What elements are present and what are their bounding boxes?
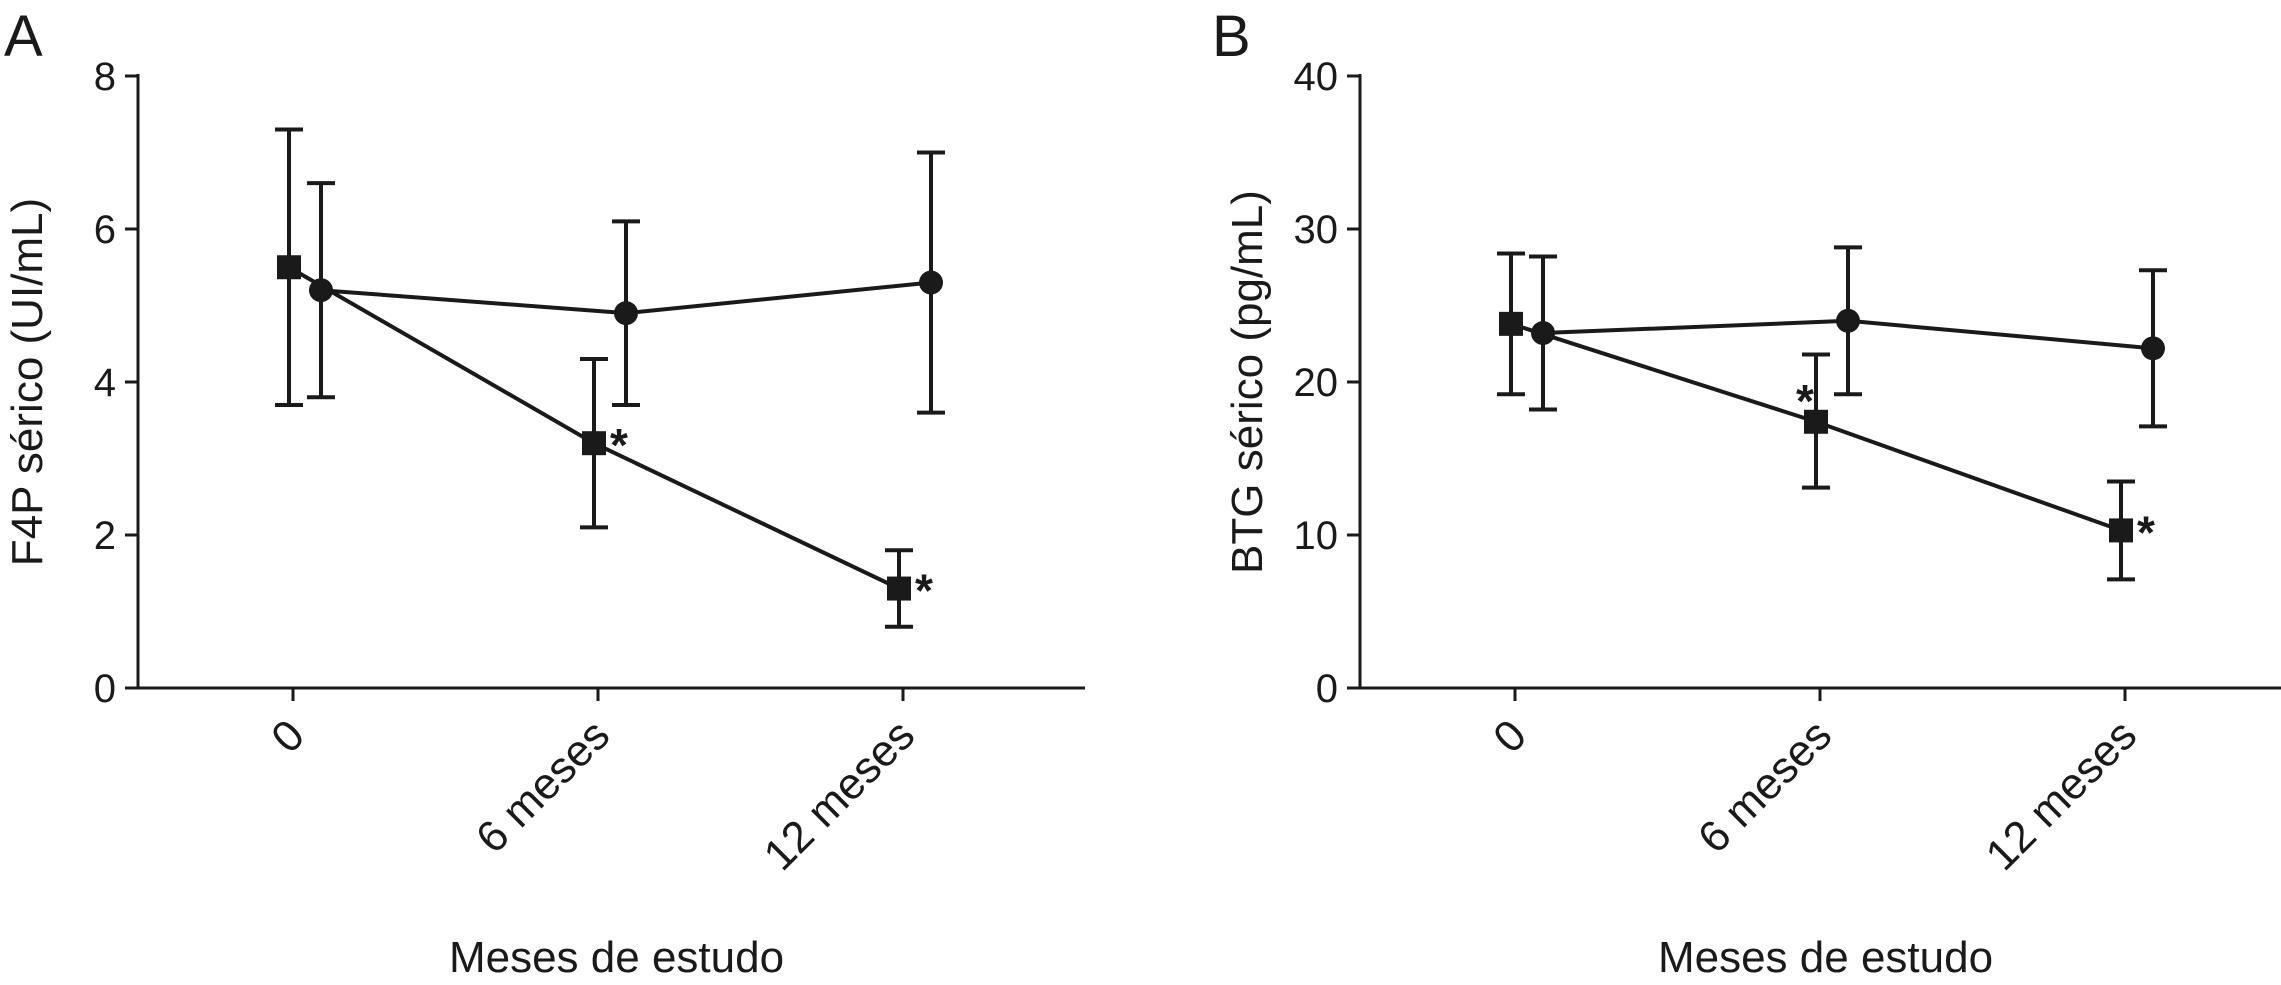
data-point-circle	[919, 270, 943, 295]
data-point-square	[2109, 518, 2133, 543]
data-point-square	[1804, 409, 1828, 434]
x-tick-label: 0	[262, 710, 314, 762]
panel-a: A 0 2 4 6 8 0 6 meses 12 meses F4P sérico (UI/mL)…	[3, 4, 1085, 982]
y-tick-label: 6	[94, 208, 116, 252]
significance-marker: *	[610, 419, 628, 471]
y-tick-label: 10	[1294, 514, 1339, 558]
significance-marker: *	[1796, 375, 1814, 427]
x-tick-label: 0	[1484, 710, 1536, 762]
panel-label: A	[4, 4, 43, 69]
series-circle	[1529, 245, 2167, 429]
data-point-circle	[2141, 336, 2165, 361]
data-point-square	[277, 255, 301, 280]
y-tick-label: 40	[1294, 55, 1339, 99]
x-axis-title: Meses de estudo	[1658, 933, 1993, 982]
panel-b: B 0 10 20 30 40 0 6 meses 12 meses BTG sérico (pg…	[1212, 4, 2281, 982]
x-tick-label: 12 meses	[1977, 710, 2147, 880]
y-tick-label: 0	[94, 667, 116, 711]
y-axis-title: F4P sérico (UI/mL)	[3, 198, 52, 566]
data-point-square	[582, 431, 606, 456]
series-circle	[307, 150, 945, 415]
x-tick-label: 12 meses	[755, 710, 925, 880]
data-point-square	[887, 576, 911, 601]
data-point-square	[1499, 311, 1523, 336]
data-point-circle	[614, 301, 638, 326]
x-tick-label: 6 meses	[467, 710, 619, 862]
significance-marker: *	[2137, 506, 2155, 558]
x-axis-title: Meses de estudo	[449, 933, 784, 982]
y-tick-label: 8	[94, 55, 116, 99]
series-square: **	[1497, 251, 2155, 582]
y-tick-label: 30	[1294, 208, 1339, 252]
y-tick-label: 0	[1316, 667, 1338, 711]
panel-label: B	[1212, 4, 1251, 69]
series-square: **	[275, 127, 933, 629]
x-tick-label: 6 meses	[1689, 710, 1841, 862]
significance-marker: *	[915, 565, 933, 617]
y-tick-label: 2	[94, 514, 116, 558]
y-axis-title: BTG sérico (pg/mL)	[1223, 190, 1272, 574]
y-tick-label: 20	[1294, 361, 1339, 405]
y-tick-label: 4	[94, 361, 116, 405]
data-point-circle	[1836, 308, 1860, 333]
